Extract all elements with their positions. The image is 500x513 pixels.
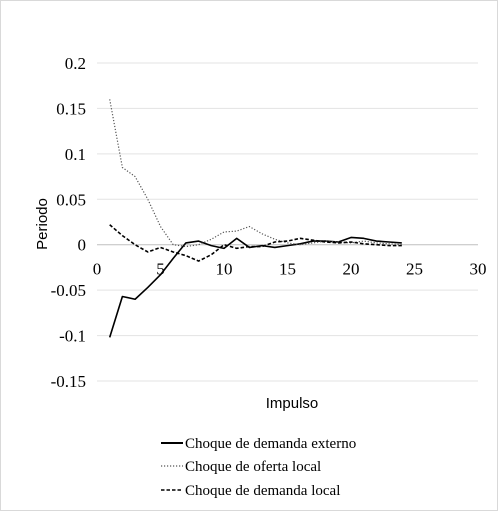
x-tick-label: 10 [216,260,233,279]
series-line-demanda-externo [108,236,402,338]
series-line-oferta-local [109,99,402,248]
legend-label-demanda-local: Choque de demanda local [185,483,340,499]
x-axis-ticks: 0 5 10 15 20 25 30 [93,260,487,279]
y-tick-label: -0.05 [51,281,86,300]
y-tick-label: 0.15 [56,99,86,118]
y-tick-label: -0.15 [51,372,86,391]
y-tick-label: 0.05 [56,190,86,209]
y-tick-label: 0.2 [65,54,86,73]
series-lines [108,99,402,338]
y-tick-label: 0.1 [65,145,86,164]
y-axis-label: Periodo [34,198,51,250]
y-tick-label: 0 [78,236,87,255]
x-tick-label: 15 [279,260,296,279]
x-tick-label: 30 [470,260,487,279]
x-tick-label: 5 [156,260,165,279]
y-axis-ticks: 0.2 0.15 0.1 0.05 0 -0.05 -0.1 -0.15 [51,54,86,391]
legend-label-demanda-externo: Choque de demanda externo [185,436,356,452]
gridlines [97,62,478,382]
legend: Choque de demanda externo Choque de ofer… [161,436,356,499]
y-tick-label: -0.1 [59,327,86,346]
legend-label-oferta-local: Choque de oferta local [185,459,321,475]
x-tick-label: 25 [406,260,423,279]
series-line-demanda-local [109,224,402,262]
x-axis-label: Impulso [266,395,319,412]
x-tick-label: 0 [93,260,102,279]
x-tick-label: 20 [343,260,360,279]
